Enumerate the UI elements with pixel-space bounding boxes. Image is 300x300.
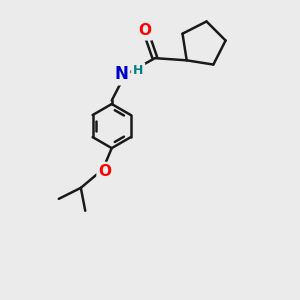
Text: O: O xyxy=(99,164,112,179)
Text: N: N xyxy=(114,65,128,83)
Text: H: H xyxy=(133,64,143,77)
Text: O: O xyxy=(138,23,151,38)
